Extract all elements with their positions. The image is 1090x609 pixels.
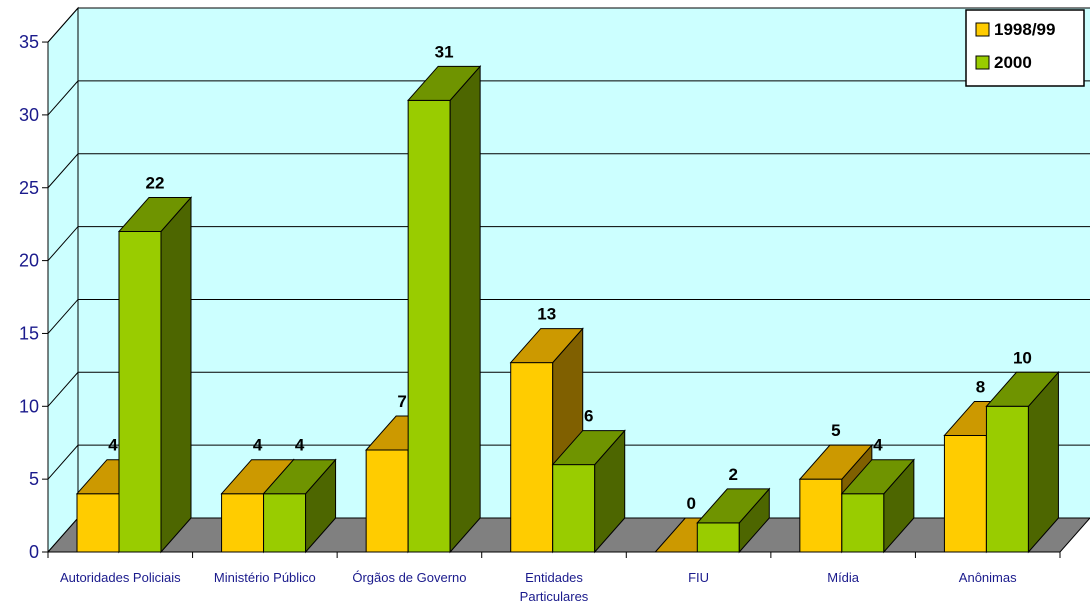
bar-front xyxy=(799,478,843,553)
bar-2000-3 xyxy=(551,429,626,554)
bar-front xyxy=(118,230,162,553)
gridline xyxy=(47,153,1090,189)
bar-front xyxy=(510,362,554,553)
bar-front xyxy=(552,464,596,553)
legend-label: 2000 xyxy=(994,53,1032,72)
bar-top xyxy=(840,459,915,495)
y-tick-label: 25 xyxy=(19,178,39,198)
bar-front xyxy=(696,522,740,553)
bar-front xyxy=(365,449,409,553)
bar-front xyxy=(985,405,1029,553)
data-label: 7 xyxy=(397,392,406,411)
gridline xyxy=(47,298,1090,334)
bar-top xyxy=(509,328,584,364)
side-wall xyxy=(47,6,79,554)
x-tick-label: FIU xyxy=(688,570,709,585)
bar-front xyxy=(841,493,885,553)
bar-front xyxy=(221,493,265,553)
legend-label: 1998/99 xyxy=(994,20,1055,39)
bar-top xyxy=(551,430,626,466)
data-label: 5 xyxy=(831,421,840,440)
x-tick-label: Ministério Público xyxy=(214,570,316,585)
bar-2000-5 xyxy=(840,458,915,554)
data-label: 22 xyxy=(146,173,165,192)
gridlines xyxy=(47,7,1090,480)
plot-back-wall xyxy=(47,6,1090,554)
bar-top xyxy=(407,65,482,101)
data-label: 4 xyxy=(295,436,305,455)
bar-2000-0 xyxy=(117,196,193,554)
data-label: 8 xyxy=(976,377,985,396)
y-tick-label: 30 xyxy=(19,105,39,125)
y-tick-label: 15 xyxy=(19,323,39,343)
bar-side xyxy=(449,65,481,554)
bar-top xyxy=(262,459,337,495)
bar-front xyxy=(263,493,307,553)
bar-top xyxy=(985,371,1060,407)
bar-top xyxy=(696,488,771,524)
x-tick-label: Entidades Particulares xyxy=(520,570,589,604)
gridline xyxy=(47,80,1090,116)
data-label: 31 xyxy=(435,42,454,61)
bar-2000-4 xyxy=(696,487,771,554)
bar-front xyxy=(943,434,987,553)
legend-swatch xyxy=(975,22,990,37)
bar-2000-6 xyxy=(985,370,1060,554)
bar-front xyxy=(76,493,120,553)
x-tick-label: Órgãos de Governo xyxy=(352,570,466,585)
data-label: 4 xyxy=(253,436,263,455)
gridline xyxy=(47,371,1090,407)
x-tick-label: Autoridades Policiais xyxy=(60,570,181,585)
legend-swatch xyxy=(975,55,990,70)
data-label: 4 xyxy=(108,436,118,455)
bars xyxy=(75,65,1060,554)
x-tick-label: Mídia xyxy=(827,570,860,585)
y-tick-label: 20 xyxy=(19,251,39,271)
y-tick-label: 35 xyxy=(19,32,39,52)
gridline xyxy=(47,7,1090,43)
data-label: 2 xyxy=(729,465,738,484)
y-tick-label: 5 xyxy=(29,469,39,489)
data-label: 10 xyxy=(1013,348,1032,367)
bar-top xyxy=(117,196,193,232)
x-tick-label: Anônimas xyxy=(959,570,1017,585)
legend: 1998/99 2000 xyxy=(965,9,1085,87)
bar-front xyxy=(407,99,451,553)
bar-2000-2 xyxy=(407,65,482,554)
gridline xyxy=(47,444,1090,480)
gridline xyxy=(47,226,1090,261)
bar-side xyxy=(160,196,192,554)
data-labels: 4 22 4 4 7 31 13 6 0 2 5 4 8 10 xyxy=(108,42,1032,513)
y-tick-label: 10 xyxy=(19,396,39,416)
bar-top xyxy=(798,444,873,480)
data-label: 13 xyxy=(537,305,556,324)
data-label: 4 xyxy=(873,436,883,455)
data-label: 0 xyxy=(687,494,696,513)
data-label: 6 xyxy=(584,407,593,426)
bar-2000-1 xyxy=(262,458,337,554)
y-tick-label: 0 xyxy=(29,542,39,562)
